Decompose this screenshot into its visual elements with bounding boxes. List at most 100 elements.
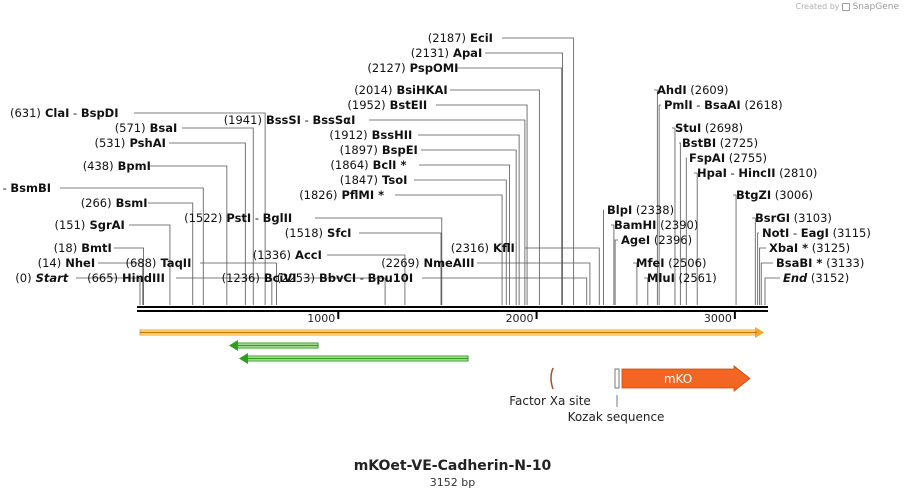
site-position: (1522) xyxy=(184,211,222,225)
restriction-site-bsmi: (266) BsmI xyxy=(81,196,148,210)
site-name: BglII xyxy=(263,211,293,225)
restriction-site-bstbi: BstBI (2725) xyxy=(682,136,758,150)
site-name: Bpu10I xyxy=(368,271,413,285)
restriction-site-pspomi: (2127) PspOMI xyxy=(367,61,458,75)
site-name: HincII xyxy=(738,166,775,180)
site-position: (3103) xyxy=(790,211,832,225)
site-position: (0) xyxy=(15,271,31,285)
restriction-site-bsteii: (1952) BstEII xyxy=(347,98,427,112)
site-leader-line xyxy=(450,89,540,305)
site-leader-line xyxy=(76,277,141,305)
mko-feature-arrow xyxy=(621,365,751,392)
site-position: (688) xyxy=(126,256,157,270)
sequence-backbone xyxy=(137,306,768,312)
site-leader-line xyxy=(456,67,563,305)
site-name: NmeAIII xyxy=(419,256,474,270)
restriction-site-pmli-bsaai: PmlI - BsaAI (2618) xyxy=(664,98,783,112)
site-position: (1336) xyxy=(253,248,291,262)
site-position: (3152) xyxy=(807,271,849,285)
site-leader-line xyxy=(422,277,588,305)
site-name: TaqII xyxy=(156,256,191,270)
restriction-site-end: End (3152) xyxy=(783,271,849,285)
site-leader-line xyxy=(150,165,228,305)
site-name: BamHI xyxy=(614,218,656,232)
site-position: (1236) xyxy=(222,271,260,285)
site-leader-line xyxy=(148,202,194,305)
site-position: (1518) xyxy=(285,226,323,240)
site-position: (2810) xyxy=(776,166,818,180)
site-name: SgrAI xyxy=(85,218,124,232)
site-name: BsmBI xyxy=(10,181,51,195)
site-position: (1912) xyxy=(329,128,367,142)
site-leader-line xyxy=(395,194,503,305)
site-name: BssHII xyxy=(368,128,413,142)
site-position: (2618) xyxy=(741,98,783,112)
credit-prefix: Created by xyxy=(795,2,840,11)
site-leader-line xyxy=(654,89,658,305)
site-position: - xyxy=(301,113,312,127)
restriction-site-bsai: (571) BsaI xyxy=(115,121,178,135)
mko-feature-label: mKO xyxy=(664,372,692,386)
site-position: (438) xyxy=(83,159,114,173)
site-name: PflMI * xyxy=(337,188,384,202)
kozak-sequence-marker xyxy=(614,368,620,389)
restriction-site-mlui: MluI (2561) xyxy=(647,271,717,285)
site-name: AccI xyxy=(291,248,322,262)
site-leader-lines xyxy=(60,37,780,305)
site-position: (1847) xyxy=(340,173,378,187)
site-position: - xyxy=(356,271,367,285)
site-leader-line xyxy=(672,127,676,305)
green-track-2-arrowhead xyxy=(239,353,248,364)
site-leader-line xyxy=(200,262,277,305)
restriction-site-apai: (2131) ApaI xyxy=(411,46,482,60)
restriction-site-hindiii: (665) HindIII xyxy=(87,271,165,285)
site-leader-line xyxy=(644,277,649,305)
restriction-site-btgzi: BtgZI (3006) xyxy=(736,188,813,202)
site-name: HindIII xyxy=(118,271,165,285)
restriction-site-bsssi-bsss-i: (1941) BssSI - BssSαI xyxy=(224,113,356,127)
restriction-site-hpai-hincii: HpaI - HincII (2810) xyxy=(697,166,817,180)
restriction-site-taqii: (688) TaqII xyxy=(126,256,192,270)
plasmid-title: mKOet-VE-Cadherin-N-10 xyxy=(353,458,552,474)
site-position: (1826) xyxy=(299,188,337,202)
site-leader-line xyxy=(421,149,517,305)
site-name: MfeI xyxy=(636,256,665,270)
site-position: (1941) xyxy=(224,113,262,127)
site-name: BssSI xyxy=(262,113,301,127)
site-position: (2187) xyxy=(428,31,466,45)
site-position: (1952) xyxy=(347,98,385,112)
site-position: (2390) xyxy=(656,218,698,232)
site-position: (3133) xyxy=(822,256,864,270)
site-position: (151) xyxy=(55,218,86,232)
site-name: ClaI xyxy=(41,106,69,120)
site-leader-line xyxy=(176,277,273,305)
ruler-tick-label: 2000 xyxy=(506,312,534,325)
credit-brand: SnapGene xyxy=(852,2,899,12)
restriction-site-mfei: MfeI (2506) xyxy=(636,256,706,270)
site-position: (2698) xyxy=(701,121,743,135)
restriction-site-pshai: (531) PshAI xyxy=(95,136,166,150)
site-position: (531) xyxy=(95,136,126,150)
site-name: BpmI xyxy=(114,159,151,173)
site-name: BsrGI xyxy=(755,211,790,225)
site-name: TsoI xyxy=(378,173,407,187)
restriction-site-psti-bglii: (1522) PstI - BglII xyxy=(184,211,292,225)
site-name: BsaI xyxy=(146,121,178,135)
site-leader-line xyxy=(485,52,563,305)
site-position: - xyxy=(693,98,704,112)
factor-xa-site-marker xyxy=(550,367,554,390)
restriction-site-bspei: (1897) BspEI xyxy=(340,143,418,157)
site-position: (2127) xyxy=(367,61,405,75)
site-name: HpaI xyxy=(697,166,727,180)
restriction-site-noti-eagi: NotI - EagI (3115) xyxy=(762,226,871,240)
site-leader-line xyxy=(757,232,759,305)
site-name: KflI xyxy=(489,241,515,255)
site-name: BspDI xyxy=(81,106,119,120)
site-position: (3125) xyxy=(808,241,850,255)
restriction-site-stui: StuI (2698) xyxy=(675,121,743,135)
site-position: (2609) xyxy=(687,83,729,97)
site-leader-line xyxy=(418,134,520,305)
restriction-site-ahdi: AhdI (2609) xyxy=(657,83,729,97)
site-position: (1897) xyxy=(340,143,378,157)
site-name: BlpI xyxy=(607,203,632,217)
